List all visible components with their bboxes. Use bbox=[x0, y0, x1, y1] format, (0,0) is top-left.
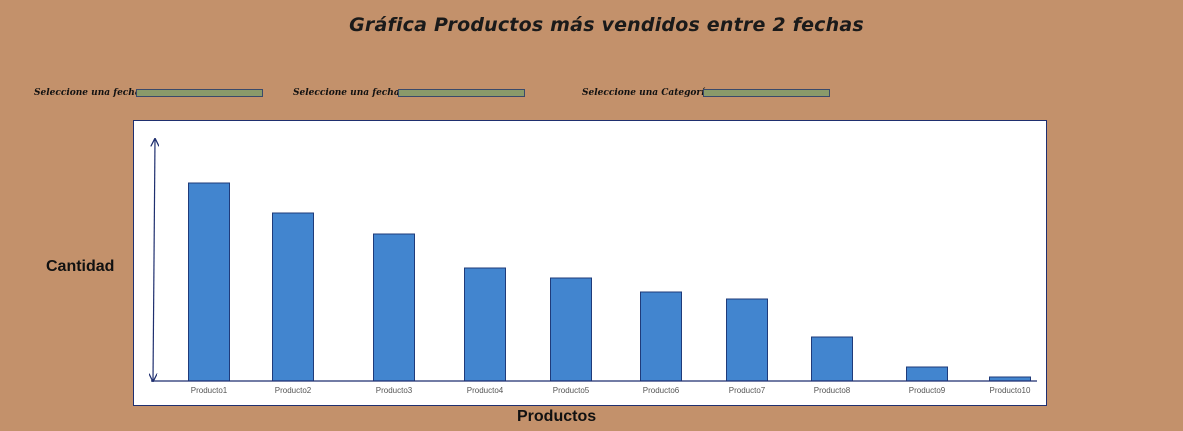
category-label: Seleccione una Categoría bbox=[582, 88, 711, 98]
bar-chart: Producto1 Producto2 Producto3 Producto4 Prod… bbox=[134, 121, 1037, 395]
x-tick-label: Producto3 bbox=[376, 386, 413, 395]
x-tick-label: Producto9 bbox=[909, 386, 946, 395]
end-date-input[interactable] bbox=[398, 89, 525, 97]
x-axis-title: Productos bbox=[517, 408, 597, 425]
chart-area: Producto1 Producto2 Producto3 Producto4 Prod… bbox=[133, 120, 1047, 406]
y-axis-title: Cantidad bbox=[46, 258, 115, 275]
x-tick-label: Producto6 bbox=[643, 386, 680, 395]
bar-producto9 bbox=[906, 366, 948, 382]
x-tick-label: Producto2 bbox=[275, 386, 312, 395]
bar-producto6 bbox=[640, 291, 682, 382]
x-tick-label: Producto1 bbox=[191, 386, 228, 395]
end-date-label: Seleccione una fecha bbox=[293, 88, 400, 98]
bar-producto8 bbox=[811, 336, 853, 382]
x-tick-label: Producto5 bbox=[553, 386, 590, 395]
bar-producto4 bbox=[464, 267, 506, 382]
y-axis bbox=[153, 139, 155, 381]
x-tick-label: Producto10 bbox=[990, 386, 1031, 395]
x-tick-label: Producto7 bbox=[729, 386, 766, 395]
bar-producto2 bbox=[272, 212, 314, 382]
bar-producto7 bbox=[726, 298, 768, 382]
bar-producto5 bbox=[550, 277, 592, 382]
x-tick-label: Producto4 bbox=[467, 386, 504, 395]
category-input[interactable] bbox=[703, 89, 830, 97]
start-date-input[interactable] bbox=[136, 89, 263, 97]
page-title: Gráfica Productos más vendidos entre 2 f… bbox=[349, 14, 864, 36]
bar-producto1 bbox=[188, 182, 230, 382]
bar-producto3 bbox=[373, 233, 415, 382]
start-date-label: Seleccione una fecha bbox=[34, 88, 141, 98]
x-tick-label: Producto8 bbox=[814, 386, 851, 395]
